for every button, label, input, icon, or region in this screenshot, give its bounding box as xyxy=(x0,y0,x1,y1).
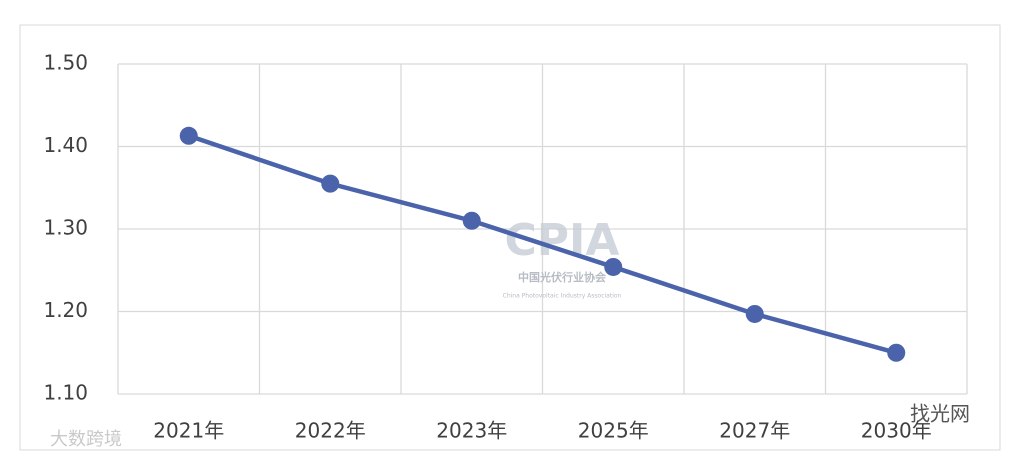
x-tick-label: 2023年 xyxy=(436,419,507,443)
line xyxy=(188,133,897,355)
point xyxy=(321,174,340,193)
x-tick-label: 2021年 xyxy=(153,419,224,443)
y-tick-label: 1.40 xyxy=(43,133,88,157)
x-tick-label: 2022年 xyxy=(295,419,366,443)
x-tick-label: 2030年 xyxy=(861,419,932,443)
grid xyxy=(117,63,968,395)
y-tick-label: 1.30 xyxy=(43,216,88,240)
watermark: 中国光伏行业协会 xyxy=(518,270,607,284)
point xyxy=(462,211,481,230)
point xyxy=(887,343,906,362)
point xyxy=(745,304,764,323)
watermark: CPIA xyxy=(505,215,620,266)
chart-frame xyxy=(19,24,1001,451)
watermark: 大数跨境 xyxy=(50,429,122,450)
watermark: 找光网 xyxy=(910,402,970,426)
watermark: China Photovoltaic Industry Association xyxy=(503,293,622,300)
point xyxy=(604,257,623,276)
y-tick-label: 1.50 xyxy=(43,51,88,75)
y-tick-label: 1.20 xyxy=(43,298,88,322)
point xyxy=(179,126,198,145)
x-tick-label: 2027年 xyxy=(719,419,790,443)
y-tick-label: 1.10 xyxy=(43,381,88,405)
x-tick-label: 2025年 xyxy=(578,419,649,443)
